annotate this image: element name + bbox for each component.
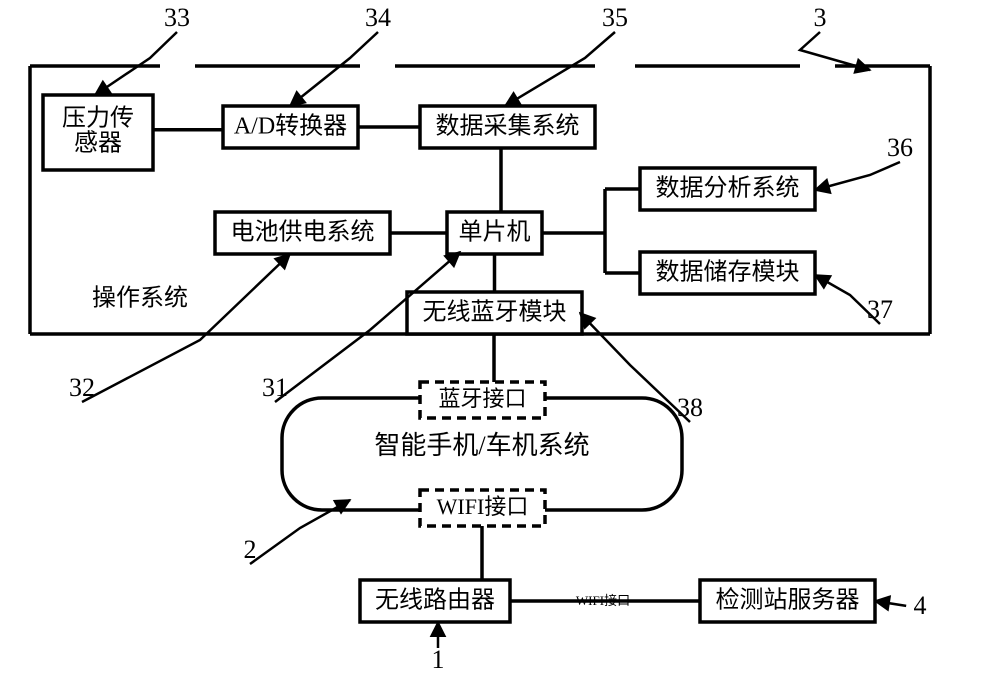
svg-text:3: 3: [814, 3, 827, 32]
svg-text:数据采集系统: 数据采集系统: [436, 113, 580, 140]
svg-text:单片机: 单片机: [459, 219, 531, 246]
svg-text:34: 34: [365, 3, 391, 32]
svg-text:WIFI接口: WIFI接口: [437, 494, 529, 519]
svg-text:38: 38: [677, 393, 703, 422]
svg-text:4: 4: [914, 591, 927, 620]
svg-text:36: 36: [887, 133, 913, 162]
svg-text:无线蓝牙模块: 无线蓝牙模块: [423, 299, 567, 326]
svg-text:35: 35: [602, 3, 628, 32]
svg-text:1: 1: [432, 645, 445, 674]
svg-text:检测站服务器: 检测站服务器: [716, 587, 860, 614]
svg-text:无线路由器: 无线路由器: [375, 587, 495, 614]
svg-text:感器: 感器: [74, 130, 122, 157]
svg-text:操作系统: 操作系统: [92, 285, 188, 312]
svg-text:数据储存模块: 数据储存模块: [656, 259, 800, 286]
svg-text:数据分析系统: 数据分析系统: [656, 175, 800, 202]
svg-text:蓝牙接口: 蓝牙接口: [438, 386, 526, 411]
svg-text:31: 31: [262, 373, 288, 402]
svg-text:33: 33: [164, 3, 190, 32]
svg-text:智能手机/车机系统: 智能手机/车机系统: [374, 431, 589, 460]
svg-text:压力传: 压力传: [62, 105, 134, 132]
svg-text:A/D转换器: A/D转换器: [234, 113, 347, 140]
svg-text:电池供电系统: 电池供电系统: [231, 219, 375, 246]
svg-text:37: 37: [867, 295, 893, 324]
